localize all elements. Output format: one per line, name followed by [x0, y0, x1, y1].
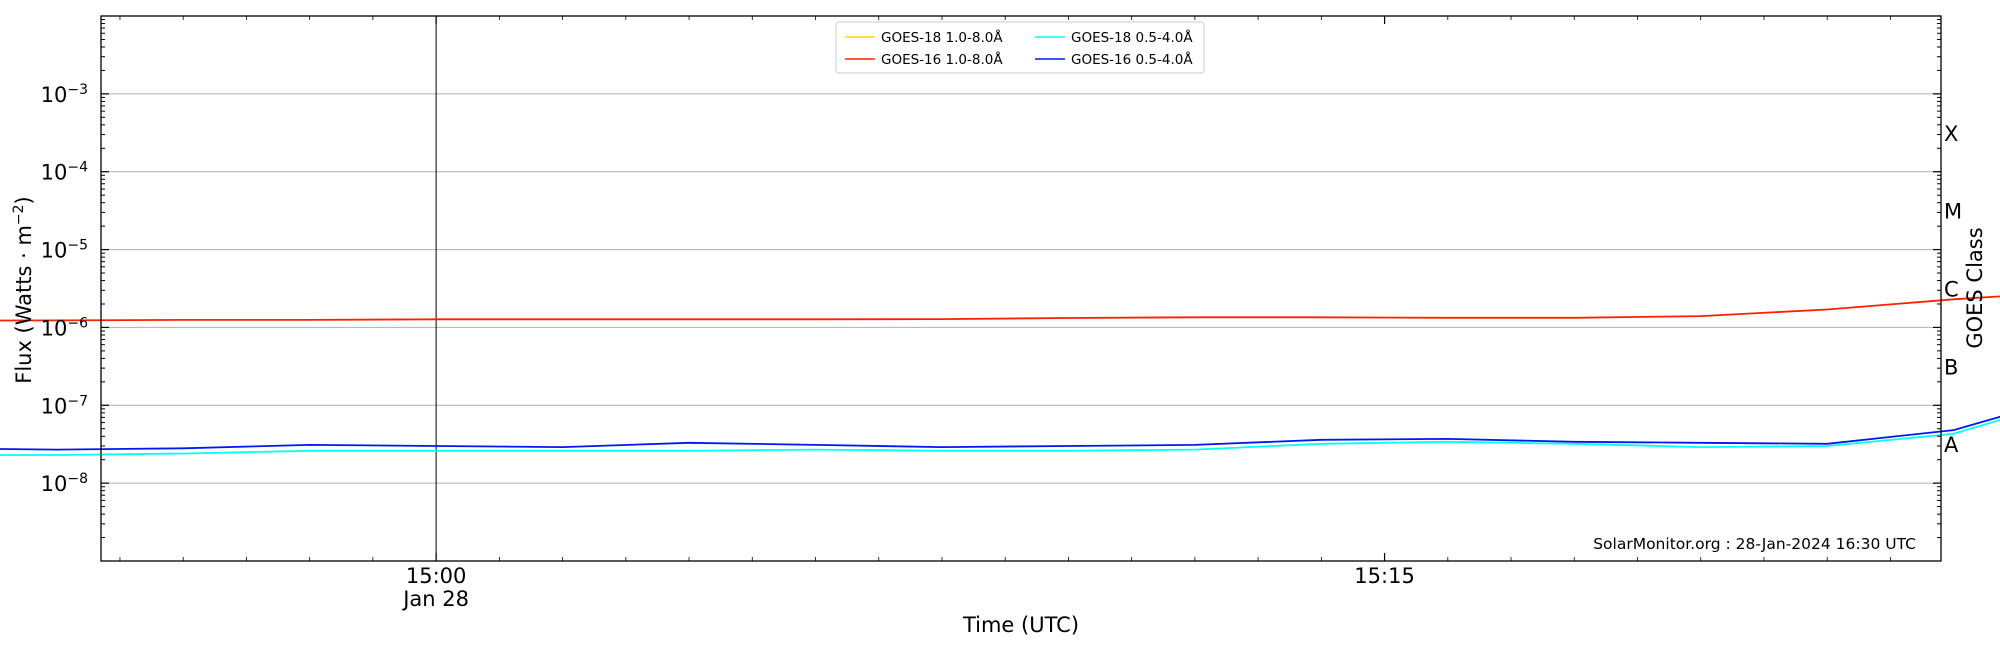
y-tick-label: 10−7	[41, 393, 88, 418]
goes-class-b: B	[1944, 355, 1958, 379]
y-tick-label: 10−8	[41, 471, 88, 496]
goes-class-labels: A B C M X	[1944, 122, 1962, 457]
source-annotation: SolarMonitor.org : 28-Jan-2024 16:30 UTC	[1593, 535, 1916, 553]
legend-entries: GOES-18 1.0-8.0Å GOES-16 1.0-8.0Å GOES-18 …	[845, 29, 1193, 68]
horizontal-gridlines	[101, 93, 1941, 484]
goes-class-m: M	[1944, 200, 1962, 224]
series-layer	[0, 295, 2000, 456]
series-line-goes-16-0-5-4-0	[0, 415, 2000, 451]
y-tick-label: 10−5	[41, 238, 88, 263]
goes-class-c: C	[1944, 278, 1959, 302]
goes-class-x: X	[1944, 122, 1958, 146]
x-axis-title: Time (UTC)	[962, 613, 1079, 637]
x-tick-time-label: 15:00	[406, 564, 467, 588]
y-tick-label: 10−3	[41, 82, 88, 107]
y-tick-label: 10−4	[41, 160, 88, 185]
legend-label: GOES-18 1.0-8.0Å	[881, 29, 1003, 46]
x-tick-date-label: Jan 28	[401, 587, 469, 611]
y-axis-ticks: 10−8 10−7 10−6 10−5 10−4 10−3	[41, 19, 1941, 539]
y-axis-title-right: GOES Class	[1963, 227, 1987, 348]
plot-frame	[100, 15, 1942, 562]
x-tick-time-label: 15:15	[1354, 564, 1415, 588]
legend-box	[835, 21, 1205, 74]
legend-label: GOES-18 0.5-4.0Å	[1071, 29, 1193, 46]
y-axis-title: Flux (Watts · m−2)	[11, 196, 36, 384]
y-tick-label: 10−6	[41, 315, 88, 340]
plot-area	[101, 16, 1941, 561]
legend: GOES-18 1.0-8.0Å GOES-16 1.0-8.0Å GOES-18 …	[835, 21, 1205, 74]
goes-class-a: A	[1944, 433, 1959, 457]
legend-label: GOES-16 0.5-4.0Å	[1071, 51, 1193, 68]
series-line-goes-16-1-0-8-0	[0, 295, 2000, 322]
legend-label: GOES-16 1.0-8.0Å	[881, 51, 1003, 68]
vertical-gridlines	[435, 16, 437, 561]
series-line-goes-18-0-5-4-0	[0, 419, 2000, 456]
